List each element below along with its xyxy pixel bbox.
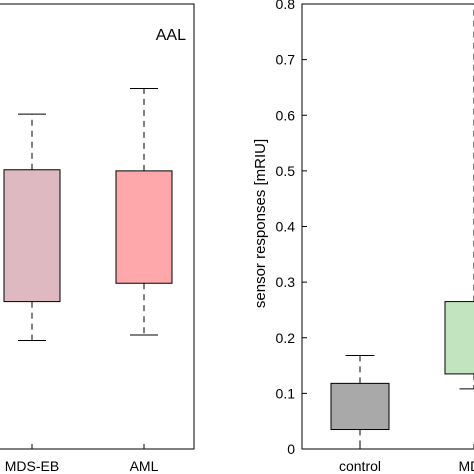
y-axis-label: sensor responses [mRIU] — [252, 139, 269, 308]
right-panel: control MDS 0 0.1 0.2 0.3 0.4 0.5 0.6 0.7 0.8 senso… — [252, 0, 474, 474]
panel-title: AAL — [156, 27, 186, 44]
box-mds — [444, 4, 474, 390]
y-tick-label: 0.5 — [276, 163, 296, 179]
y-tick-label: 0.4 — [276, 219, 296, 235]
box-body — [330, 382, 390, 431]
box-control — [330, 355, 390, 450]
x-tick-label: control — [339, 458, 381, 474]
y-tick-label: 0.1 — [276, 385, 296, 401]
box-aml — [115, 88, 173, 336]
left-panel: MDS-EB AML AAL — [0, 3, 195, 474]
y-tick-label: 0.8 — [276, 0, 296, 12]
y-tick-label: 0.2 — [276, 330, 296, 346]
y-tick-label: 0.7 — [276, 52, 296, 68]
box-body — [115, 170, 173, 284]
y-tick-label: 0.6 — [276, 107, 296, 123]
box-body — [3, 169, 61, 303]
x-tick-label: MDS-EB — [5, 458, 59, 474]
y-tick-label: 0 — [287, 441, 295, 457]
y-tick-label: 0.3 — [276, 274, 296, 290]
box-body — [444, 301, 474, 375]
axes-frame — [301, 3, 474, 450]
axes-frame — [0, 3, 195, 450]
x-tick-label: MDS — [458, 458, 474, 474]
box-mds-eb — [3, 113, 61, 342]
x-tick-label: AML — [130, 458, 159, 474]
